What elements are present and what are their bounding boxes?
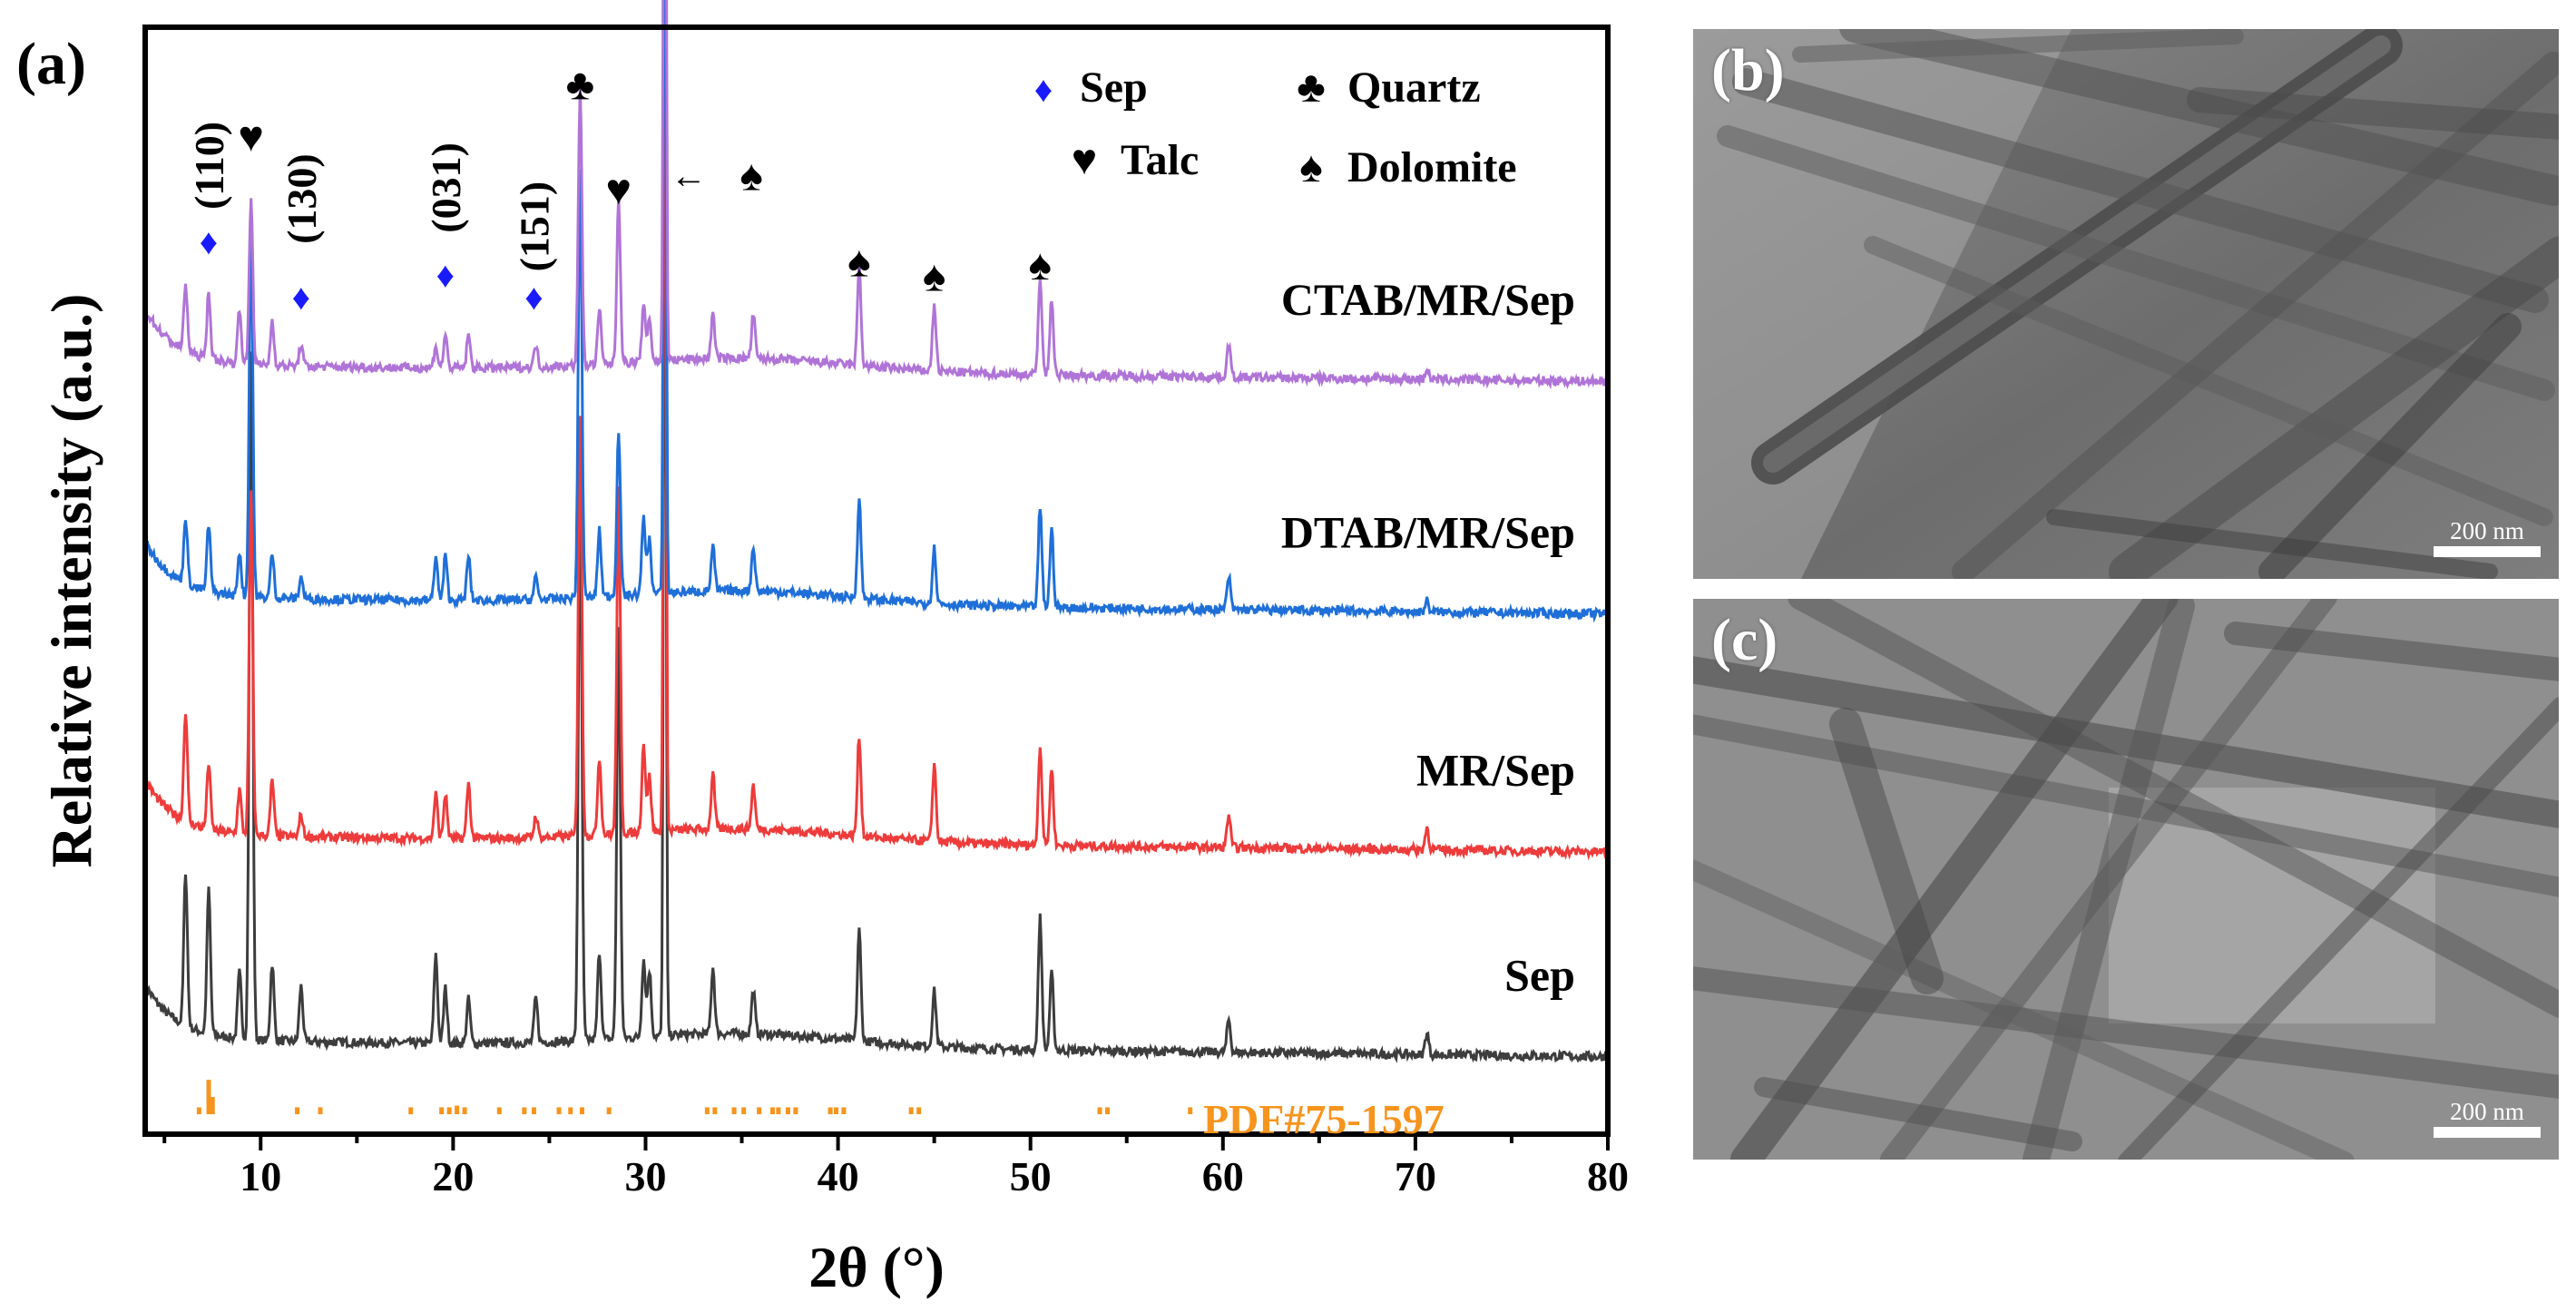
hkl-label: (110) xyxy=(186,122,232,210)
legend-symbol: ♣ xyxy=(1297,64,1326,112)
panel-label-c: (c) xyxy=(1711,607,1778,673)
hkl-label: (130) xyxy=(279,153,325,244)
x-tick-label: 10 xyxy=(240,1153,281,1199)
legend-symbol: ♦ xyxy=(1034,69,1053,110)
series-line-mr-sep xyxy=(143,0,1610,861)
hkl-label: (151) xyxy=(511,181,557,272)
legend-symbol: ♥ xyxy=(1072,136,1098,184)
dolomite-arrow-marker: ♠ xyxy=(739,152,763,200)
axis-ticks: 10 20 30 40 50 60 70 80 xyxy=(162,1134,1629,1199)
x-tick-label: 50 xyxy=(1010,1153,1052,1199)
phase-marker-talc: ♥ xyxy=(606,166,632,214)
scale-bar-b: 200 nm xyxy=(2434,517,2541,557)
phase-marker-sep: ♦ xyxy=(200,221,218,262)
phase-marker-dolomite: ♠ xyxy=(1029,241,1053,289)
phase-marker-sep: ♦ xyxy=(292,277,310,318)
legend-label: Sep xyxy=(1080,64,1148,112)
tem-panel-b: (b) 200 nm xyxy=(1691,27,2561,581)
legend-label: Dolomite xyxy=(1347,143,1517,191)
phase-marker-quartz: ♣ xyxy=(566,61,595,109)
tem-image-c xyxy=(1691,597,2561,1161)
scale-bar-c: 200 nm xyxy=(2434,1098,2541,1138)
scale-bar-label-b: 200 nm xyxy=(2450,517,2524,544)
annotations: Sep MR/Sep DTAB/MR/Sep CTAB/MR/Sep PDF#75-15… xyxy=(16,31,1575,1299)
legend-label: Quartz xyxy=(1347,64,1481,112)
scale-bar-label-c: 200 nm xyxy=(2450,1098,2524,1125)
legend-symbol: ♠ xyxy=(1299,143,1323,191)
scale-bar-line-c xyxy=(2434,1127,2541,1138)
reference-label: PDF#75-1597 xyxy=(1203,1096,1445,1142)
plot-frame xyxy=(142,24,1611,1137)
x-tick-label: 60 xyxy=(1202,1153,1244,1199)
y-axis-title: Relative intensity (a.u.) xyxy=(39,294,103,868)
reference-lines xyxy=(196,1080,1193,1115)
x-tick-label: 80 xyxy=(1587,1153,1629,1199)
series-line-dtab-mr-sep xyxy=(143,0,1610,623)
phase-marker-dolomite: ♠ xyxy=(923,252,946,300)
series-line-sep xyxy=(143,0,1610,1064)
phase-marker-sep: ♦ xyxy=(436,255,455,296)
panel-label-b: (b) xyxy=(1711,37,1785,103)
series-label-ctab-mr-sep: CTAB/MR/Sep xyxy=(1281,274,1575,325)
x-tick-label: 70 xyxy=(1395,1153,1436,1199)
tem-panel-c: (c) 200 nm xyxy=(1691,597,2561,1161)
x-tick-label: 40 xyxy=(818,1153,859,1199)
panel-label-a: (a) xyxy=(16,31,86,97)
x-tick-label: 30 xyxy=(624,1153,666,1199)
series-line-ctab-mr-sep xyxy=(143,0,1610,390)
series-label-dtab-mr-sep: DTAB/MR/Sep xyxy=(1281,506,1575,557)
hkl-label: (031) xyxy=(423,142,469,233)
tem-image-b xyxy=(1691,27,2561,581)
phase-marker-sep: ♦ xyxy=(524,277,543,318)
x-axis-title: 2θ (°) xyxy=(808,1235,945,1299)
phase-marker-dolomite: ♠ xyxy=(847,239,871,287)
xrd-chart: 10 20 30 40 50 60 70 80 Sep MR/Sep DTAB/MR/Sep CTA… xyxy=(16,0,1629,1299)
phase-marker-talc: ♥ xyxy=(238,113,264,162)
legend-label: Talc xyxy=(1121,136,1199,184)
series-lines xyxy=(143,0,1610,1064)
series-label-mr-sep: MR/Sep xyxy=(1416,745,1575,796)
series-label-sep: Sep xyxy=(1504,949,1575,1000)
scale-bar-line-b xyxy=(2434,546,2541,557)
x-tick-label: 20 xyxy=(432,1153,474,1199)
dolomite-arrow: ← xyxy=(671,155,707,196)
